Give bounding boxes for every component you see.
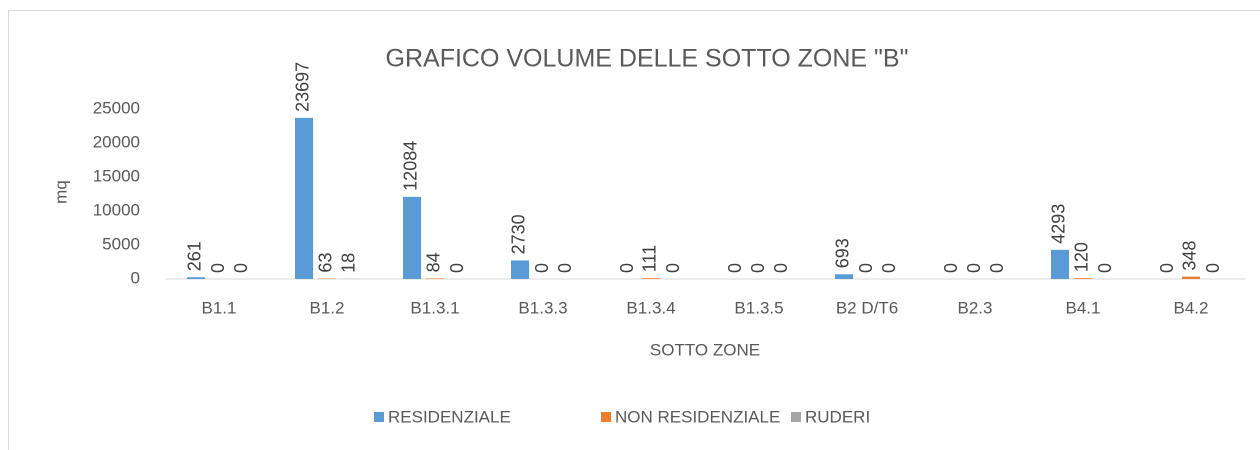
data-label: 0 — [725, 263, 745, 273]
data-label: 0 — [941, 263, 961, 273]
x-tick-label: B2 D/T6 — [836, 298, 898, 317]
data-label: 111 — [640, 245, 660, 272]
x-tick-label: B1.3.4 — [626, 298, 675, 317]
x-tick-label: B4.2 — [1174, 298, 1209, 317]
data-label: 0 — [771, 263, 791, 273]
bar — [1051, 249, 1069, 279]
data-label: 23697 — [293, 62, 313, 112]
data-label: 0 — [617, 263, 637, 273]
chart-frame — [8, 10, 1260, 450]
x-tick-label: B4.1 — [1066, 298, 1101, 317]
legend-label: RUDERI — [805, 407, 870, 426]
y-tick-label: 10000 — [93, 200, 140, 219]
data-label: 18 — [339, 253, 359, 273]
x-tick-label: B1.1 — [202, 298, 237, 317]
data-label: 0 — [987, 263, 1007, 273]
y-tick-label: 25000 — [93, 98, 140, 117]
data-label: 0 — [208, 263, 228, 273]
x-tick-label: B1.3.1 — [410, 298, 459, 317]
data-label: 261 — [185, 241, 205, 271]
data-label: 63 — [316, 253, 336, 273]
y-axis-title: mq — [51, 180, 70, 204]
y-tick-label: 5000 — [102, 234, 140, 253]
x-tick-label: B2.3 — [958, 298, 993, 317]
data-label: 2730 — [509, 214, 529, 254]
bar — [295, 117, 313, 279]
bar — [1182, 276, 1200, 279]
data-label: 12084 — [401, 141, 421, 191]
data-label: 120 — [1072, 242, 1092, 272]
data-label: 0 — [555, 263, 575, 273]
data-label: 4293 — [1049, 204, 1069, 244]
y-tick-label: 20000 — [93, 132, 140, 151]
bar — [835, 274, 853, 279]
bar — [642, 278, 660, 279]
data-label: 0 — [231, 263, 251, 273]
legend-swatch — [601, 412, 611, 422]
bar — [1074, 278, 1092, 279]
data-label: 0 — [447, 263, 467, 273]
bar — [187, 277, 205, 279]
chart-title: GRAFICO VOLUME DELLE SOTTO ZONE "B" — [386, 45, 909, 73]
x-tick-label: B1.2 — [310, 298, 345, 317]
data-label: 0 — [748, 263, 768, 273]
bar — [403, 196, 421, 279]
legend-swatch — [374, 412, 384, 422]
data-label: 0 — [964, 263, 984, 273]
data-label: 693 — [833, 238, 853, 268]
data-label: 0 — [1157, 263, 1177, 273]
bar — [426, 278, 444, 279]
legend-label: RESIDENZIALE — [388, 407, 511, 426]
data-label: 0 — [856, 263, 876, 273]
data-label: 84 — [424, 252, 444, 272]
data-label: 0 — [532, 263, 552, 273]
data-label: 348 — [1180, 241, 1200, 271]
legend-swatch — [791, 412, 801, 422]
data-label: 0 — [879, 263, 899, 273]
data-label: 0 — [1203, 263, 1223, 273]
legend-label: NON RESIDENZIALE — [615, 407, 780, 426]
y-tick-label: 15000 — [93, 166, 140, 185]
bar — [511, 260, 529, 279]
x-tick-label: B1.3.5 — [734, 298, 783, 317]
data-label: 0 — [663, 263, 683, 273]
y-tick-label: 0 — [131, 268, 140, 287]
data-label: 0 — [1095, 263, 1115, 273]
x-axis-title: SOTTO ZONE — [650, 340, 760, 359]
x-tick-label: B1.3.3 — [518, 298, 567, 317]
